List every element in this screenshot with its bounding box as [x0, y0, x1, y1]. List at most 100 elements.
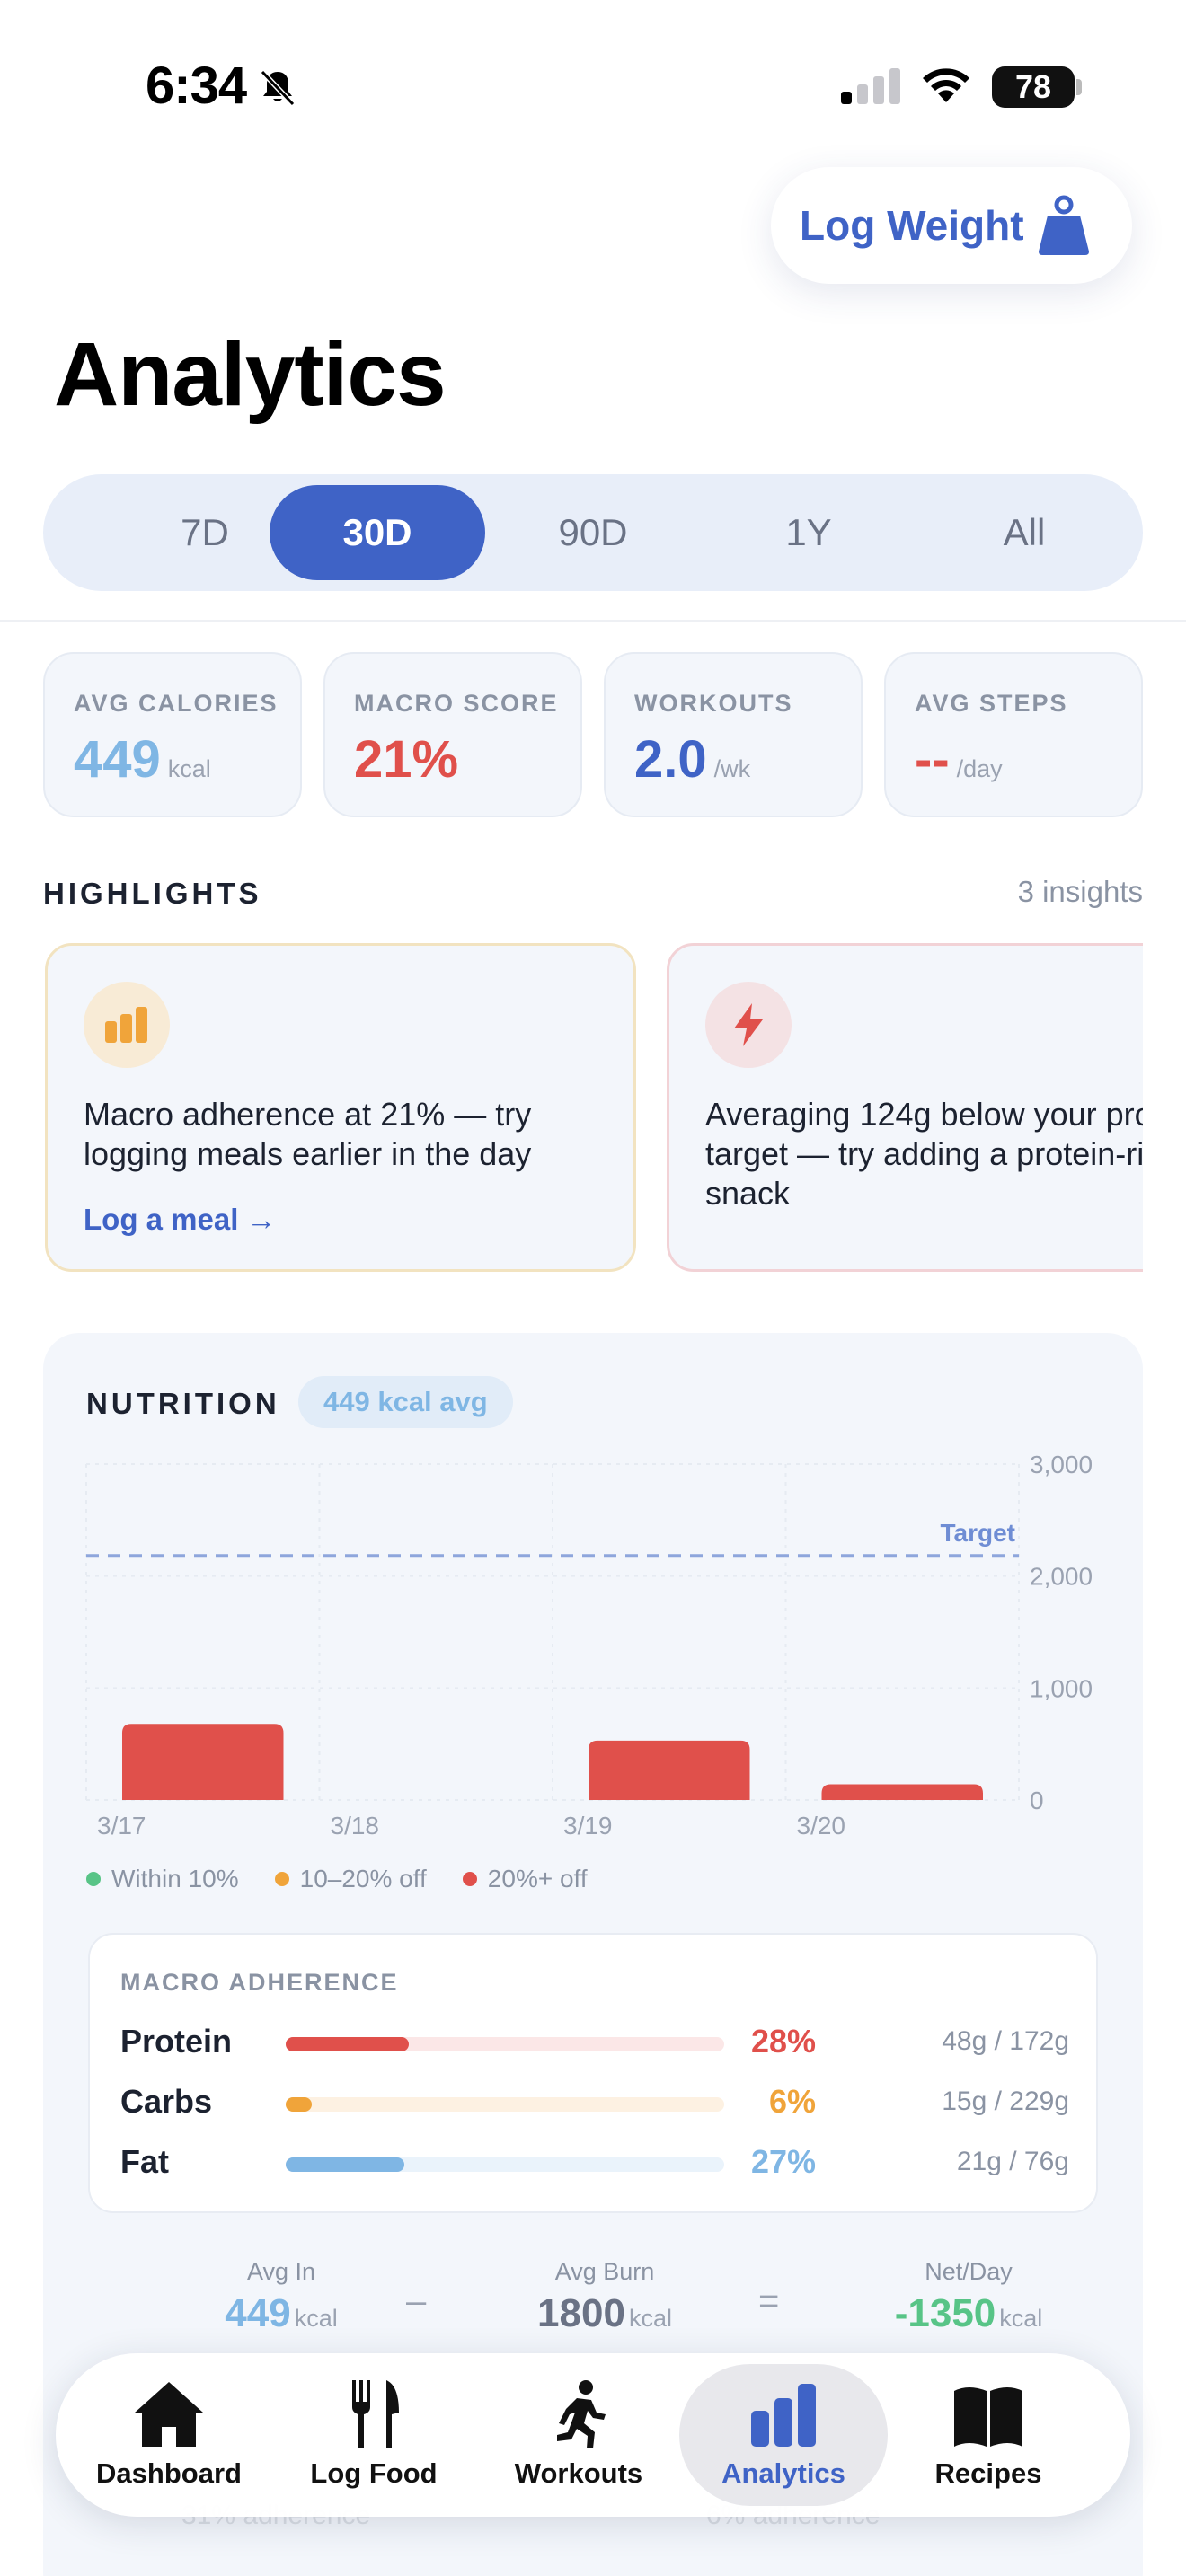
range-option-7d[interactable]: 7D	[181, 511, 229, 553]
summary-number: -1350	[894, 2291, 996, 2335]
macro-progress-fill	[286, 2097, 313, 2112]
insight-card[interactable]: Macro adherence at 21% — try logging mea…	[45, 943, 636, 1272]
battery-indicator: 78	[992, 66, 1075, 108]
status-time: 6:34	[146, 57, 247, 115]
running-icon	[557, 2380, 606, 2448]
range-option-90d[interactable]: 90D	[558, 511, 628, 553]
x-tick-label: 3/17	[97, 1812, 146, 1839]
battery-cap	[1076, 79, 1082, 95]
y-tick-label: 0	[1030, 1786, 1044, 1814]
tab-label: Recipes	[934, 2457, 1042, 2489]
log-weight-button[interactable]: Log Weight	[771, 167, 1132, 284]
stat-label: WORKOUTS	[634, 690, 793, 717]
insight-text: Macro adherence at 21% — try logging mea…	[84, 1096, 532, 1172]
legend-dot	[274, 1872, 289, 1886]
range-selector: 7D 30D 90D 1Y All	[43, 474, 1143, 591]
bell-slash-icon	[260, 69, 296, 107]
fork-knife-icon	[352, 2380, 399, 2448]
stat-unit: /wk	[713, 755, 751, 782]
macro-row-fat: Fat 27% 21g / 76g	[120, 2139, 1069, 2184]
stat-number: 449	[74, 730, 161, 789]
y-tick-label: 2,000	[1030, 1563, 1093, 1591]
x-tick-label: 3/19	[563, 1812, 613, 1839]
legend-dot	[86, 1872, 101, 1886]
range-option-30d[interactable]: 30D	[270, 485, 485, 580]
stat-card-avg-steps[interactable]: AVG STEPS --/day	[884, 652, 1143, 817]
macro-name: Protein	[120, 2023, 233, 2060]
macro-percent: 6%	[768, 2083, 816, 2120]
house-icon	[135, 2382, 203, 2447]
minus-operator: –	[406, 2281, 427, 2321]
summary-number: 1800	[537, 2291, 625, 2335]
insight-card[interactable]: Averaging 124g below your protein target…	[667, 943, 1143, 1272]
stat-label: MACRO SCORE	[354, 690, 559, 717]
tab-bar: Dashboard Log Food Workouts Analytics	[56, 2353, 1130, 2517]
stat-value: 21%	[354, 729, 458, 790]
tab-dashboard[interactable]: Dashboard	[65, 2364, 273, 2506]
stat-card-macro-score[interactable]: MACRO SCORE 21%	[323, 652, 582, 817]
x-tick-label: 3/20	[797, 1812, 846, 1839]
macro-adherence-title: MACRO ADHERENCE	[120, 1969, 399, 1996]
macro-progress-fill	[286, 2037, 409, 2051]
header-divider	[0, 620, 1186, 622]
stat-value: --/day	[915, 729, 1003, 790]
summary-number: 449	[225, 2291, 291, 2335]
calorie-bar	[122, 1724, 284, 1800]
stat-label: AVG CALORIES	[74, 690, 279, 717]
log-meal-link[interactable]: Log a meal →	[84, 1203, 277, 1236]
book-icon	[954, 2387, 1022, 2447]
y-tick-label: 3,000	[1030, 1451, 1093, 1478]
summary-unit: kcal	[999, 2305, 1043, 2332]
tab-analytics[interactable]: Analytics	[679, 2364, 888, 2506]
wifi-icon	[923, 68, 969, 102]
stat-unit: kcal	[167, 755, 211, 782]
highlights-title: HIGHLIGHTS	[43, 877, 262, 910]
equals-operator: =	[758, 2281, 780, 2321]
macro-name: Fat	[120, 2143, 169, 2180]
stat-number: 21%	[354, 730, 459, 789]
summary-value: 449 kcal	[160, 2291, 403, 2336]
tab-recipes[interactable]: Recipes	[884, 2364, 1093, 2506]
tab-workouts[interactable]: Workouts	[474, 2364, 683, 2506]
stat-label: AVG STEPS	[915, 690, 1068, 717]
macro-percent: 27%	[750, 2143, 816, 2180]
range-option-1y[interactable]: 1Y	[785, 511, 832, 553]
legend-label: 20%+ off	[487, 1865, 588, 1892]
macro-adherence-panel: MACRO ADHERENCE Protein 28% 48g / 172g C…	[88, 1933, 1098, 2213]
stat-unit: /day	[956, 755, 1003, 782]
macro-amount: 21g / 76g	[956, 2147, 1069, 2176]
calorie-bar	[589, 1740, 750, 1800]
stat-value: 449 kcal	[74, 729, 211, 790]
legend-dot	[462, 1872, 477, 1886]
range-option-all[interactable]: All	[1003, 511, 1046, 553]
y-tick-label: 1,000	[1030, 1674, 1093, 1702]
summary-unit: kcal	[294, 2305, 338, 2332]
insight-icon-wrap	[84, 982, 170, 1068]
tab-label: Analytics	[721, 2457, 845, 2489]
legend-item: 10–20% off	[274, 1865, 427, 1893]
legend-label: Within 10%	[111, 1865, 239, 1892]
legend-item: 20%+ off	[462, 1865, 588, 1893]
x-tick-label: 3/18	[331, 1812, 380, 1839]
stat-card-workouts[interactable]: WORKOUTS 2.0/wk	[604, 652, 863, 817]
summary-value: 1800 kcal	[483, 2291, 726, 2336]
legend-item: Within 10%	[86, 1865, 239, 1893]
chart-legend: Within 10% 10–20% off 20%+ off	[86, 1865, 588, 1893]
nutrition-title: NUTRITION	[86, 1387, 280, 1420]
summary-avg-in: Avg In 449 kcal	[160, 2258, 403, 2336]
lightning-icon	[734, 1003, 763, 1046]
legend-label: 10–20% off	[299, 1865, 427, 1892]
stat-number: --	[915, 730, 950, 789]
calorie-bar	[821, 1784, 983, 1800]
macro-percent: 28%	[750, 2023, 816, 2060]
macro-progress-track	[286, 2037, 724, 2051]
summary-avg-burn: Avg Burn 1800 kcal	[483, 2258, 726, 2336]
nutrition-avg-badge: 449 kcal avg	[298, 1376, 513, 1428]
macro-progress-track	[286, 2157, 724, 2172]
stat-card-avg-calories[interactable]: AVG CALORIES 449 kcal	[43, 652, 302, 817]
battery-level: 78	[1014, 68, 1052, 105]
highlights-carousel[interactable]: Macro adherence at 21% — try logging mea…	[43, 941, 1143, 1275]
tab-log-food[interactable]: Log Food	[270, 2364, 478, 2506]
macro-amount: 48g / 172g	[942, 2026, 1069, 2056]
summary-label: Avg Burn	[554, 2258, 655, 2285]
